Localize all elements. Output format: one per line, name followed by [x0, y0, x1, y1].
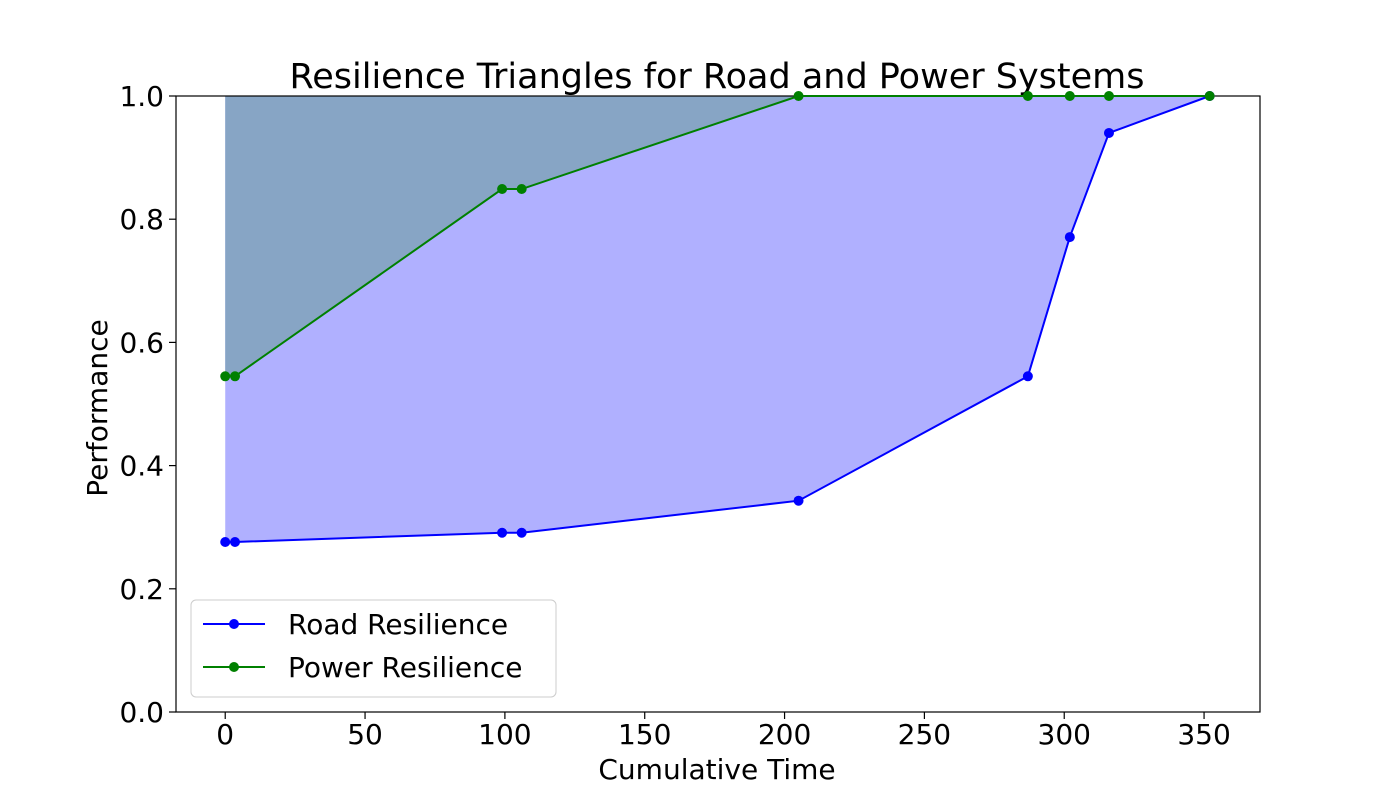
legend-marker-power-point — [229, 662, 239, 672]
y-tick-label: 0.4 — [119, 450, 164, 483]
road-point — [1022, 371, 1033, 382]
power-point — [1204, 91, 1215, 101]
power-area-fill — [225, 96, 1210, 377]
y-tick-label: 0.8 — [119, 203, 164, 236]
legend-box — [190, 599, 557, 698]
road-point — [230, 536, 241, 547]
power-point — [1064, 91, 1075, 101]
legend-label-road: Road Resilience — [288, 608, 508, 641]
series-points — [220, 91, 1215, 547]
y-tick-label: 1.0 — [119, 80, 164, 113]
x-tick-label: 0 — [216, 718, 234, 751]
power-point — [1103, 91, 1114, 101]
x-tick-label: 350 — [1177, 718, 1230, 751]
power-point — [497, 184, 508, 195]
legend: Road Resilience Power Resilience — [190, 599, 557, 698]
road-point — [1064, 232, 1075, 243]
x-tick-label: 150 — [618, 718, 671, 751]
x-tick-label: 200 — [758, 718, 811, 751]
power-point — [793, 91, 804, 101]
power-point — [516, 184, 527, 195]
x-tick-label: 300 — [1038, 718, 1091, 751]
y-axis-ticks: 0.0 0.2 0.4 0.6 0.8 1.0 — [119, 80, 176, 729]
y-tick-label: 0.2 — [119, 573, 164, 606]
x-axis-label: Cumulative Time — [598, 753, 835, 786]
road-point — [793, 495, 804, 506]
x-tick-label: 50 — [347, 718, 383, 751]
chart-title: Resilience Triangles for Road and Power … — [290, 57, 1145, 97]
plot-frame — [175, 95, 1261, 713]
plot-area — [175, 91, 1261, 713]
x-tick-label: 100 — [478, 718, 531, 751]
x-tick-label: 250 — [898, 718, 951, 751]
legend-marker-road-point — [229, 619, 239, 629]
road-point — [516, 527, 527, 538]
road-point — [497, 527, 508, 538]
y-axis-label: Performance — [81, 319, 114, 496]
power-point — [220, 371, 231, 382]
y-tick-label: 0.0 — [119, 696, 164, 729]
x-axis-ticks: 0 50 100 150 200 250 300 350 — [216, 712, 1231, 751]
power-point — [230, 371, 241, 382]
series-fills — [225, 96, 1210, 542]
power-point — [1022, 91, 1033, 101]
road-point — [220, 536, 231, 547]
road-point — [1103, 127, 1114, 138]
legend-label-power: Power Resilience — [288, 651, 523, 684]
y-tick-label: 0.6 — [119, 326, 164, 359]
